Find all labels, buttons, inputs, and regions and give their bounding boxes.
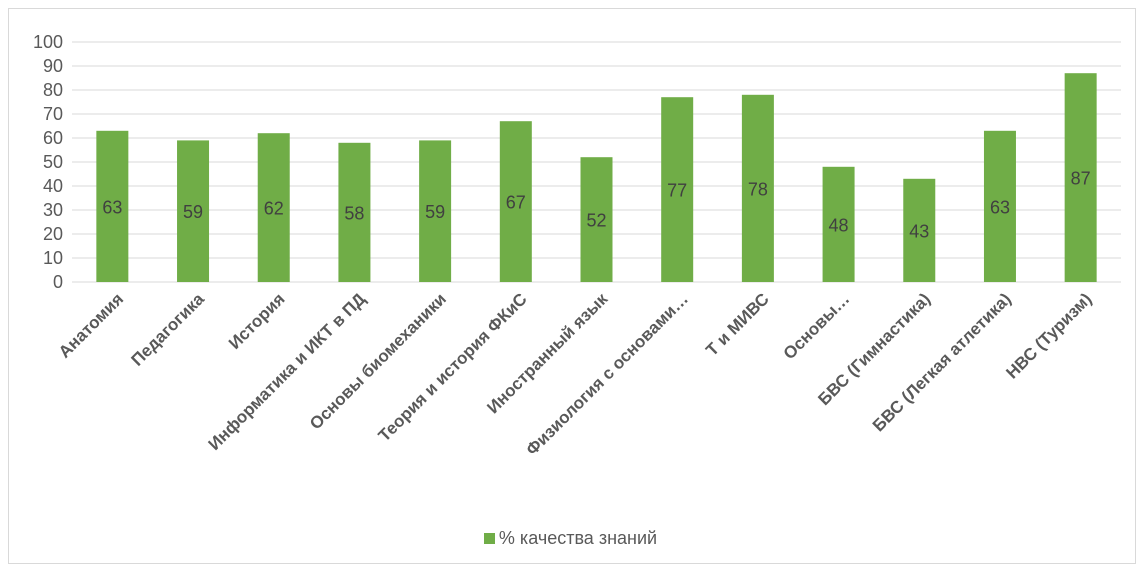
bar <box>741 94 774 282</box>
data-label: 59 <box>425 202 445 222</box>
chart-area <box>8 8 1136 564</box>
data-label: 63 <box>102 197 122 217</box>
bar <box>580 157 613 282</box>
y-tick-label: 0 <box>53 272 63 292</box>
x-tick-label: Основы… <box>780 289 854 363</box>
bar <box>338 142 371 282</box>
data-label: 77 <box>667 181 687 201</box>
bar <box>499 121 532 282</box>
data-label: 67 <box>506 193 526 213</box>
x-tick-label: История <box>225 289 289 353</box>
y-tick-label: 10 <box>43 248 63 268</box>
y-tick-label: 80 <box>43 80 63 100</box>
legend-label: % качества знаний <box>498 528 658 548</box>
x-tick-label: БВС (Легкая атлетика) <box>869 289 1015 435</box>
bar <box>661 97 694 282</box>
y-axis-tick-labels: 0 10 20 30 40 50 60 70 80 90 100 <box>33 32 63 292</box>
y-tick-label: 40 <box>43 176 63 196</box>
legend: % качества знаний <box>0 528 1141 549</box>
y-tick-label: 50 <box>43 152 63 172</box>
x-tick-label: Теория и история ФКиС <box>375 289 531 445</box>
gridlines <box>72 41 1121 283</box>
bar <box>1064 73 1097 282</box>
bar <box>419 140 452 282</box>
data-label: 78 <box>748 179 768 199</box>
y-tick-label: 20 <box>43 224 63 244</box>
data-label: 43 <box>909 221 929 241</box>
bars <box>96 73 1097 282</box>
legend-swatch <box>483 533 495 544</box>
data-label: 48 <box>829 215 849 235</box>
data-label: 63 <box>990 197 1010 217</box>
bar <box>903 178 936 282</box>
data-label: 62 <box>264 199 284 219</box>
x-tick-label: НВС (Туризм) <box>1002 289 1095 382</box>
bar <box>822 166 855 282</box>
bar <box>96 130 129 282</box>
x-tick-label: Педагогика <box>127 289 208 370</box>
y-tick-label: 100 <box>33 32 63 52</box>
x-tick-label: Физиология с основами… <box>522 289 692 459</box>
y-tick-label: 90 <box>43 56 63 76</box>
data-label: 59 <box>183 202 203 222</box>
y-tick-label: 70 <box>43 104 63 124</box>
x-tick-label: Основы биомеханики <box>306 289 450 433</box>
x-tick-label: Анатомия <box>55 289 127 361</box>
bar <box>177 140 210 282</box>
y-tick-label: 30 <box>43 200 63 220</box>
bar <box>983 130 1016 282</box>
y-tick-label: 60 <box>43 128 63 148</box>
data-label: 58 <box>344 203 364 223</box>
data-label: 52 <box>586 211 606 231</box>
data-labels: 63 59 62 58 59 67 52 77 78 48 43 63 87 <box>102 169 1090 242</box>
data-label: 87 <box>1071 169 1091 189</box>
x-tick-label: Т и МИВС <box>702 289 772 359</box>
bar <box>257 133 290 282</box>
x-tick-label: Информатика и ИКТ в ПД <box>205 289 370 454</box>
